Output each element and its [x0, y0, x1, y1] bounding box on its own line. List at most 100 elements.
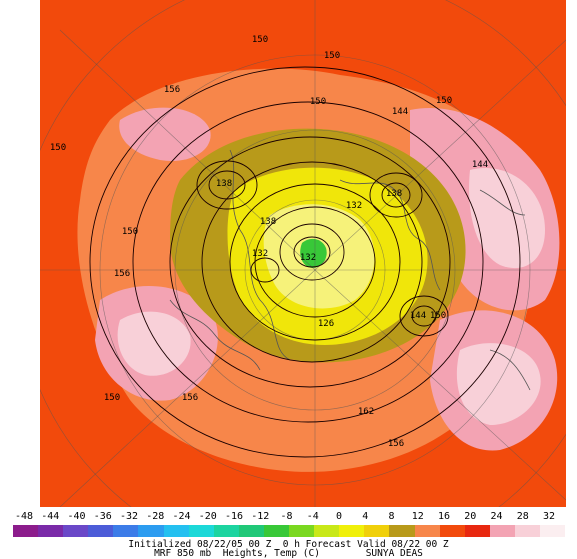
color-swatch	[514, 525, 540, 537]
height-contour	[411, 305, 437, 327]
contour-label: 150	[436, 96, 452, 106]
color-swatch	[113, 525, 139, 537]
scale-tick-label: -28	[146, 511, 165, 522]
color-swatch	[163, 525, 189, 537]
contour-label: 150	[324, 51, 340, 61]
meridian	[314, 269, 566, 501]
color-swatch	[339, 525, 365, 537]
map-caption: Initialized 08/22/05 00 Z 0 h Forecast V…	[0, 539, 577, 559]
coastline	[339, 179, 441, 291]
height-contour	[196, 160, 258, 210]
color-scale-labels: -48 -44 -40 -36 -32 -28 -24 -20 -16 -12 -8 -4 0 4 8 12 1…	[0, 511, 577, 524]
contour-label: 156	[388, 439, 404, 449]
height-contour	[208, 170, 246, 200]
contour-labels: 150 150 156 150 150 144 150 144 138 138 132 132 132 1…	[50, 35, 488, 449]
scale-tick-label: -36	[93, 511, 112, 522]
coastline	[229, 149, 291, 361]
scale-tick-label: 28	[516, 511, 529, 522]
height-contours	[89, 66, 521, 458]
contour-label: 144	[472, 160, 488, 170]
meridian	[59, 269, 316, 507]
height-contour	[399, 295, 449, 337]
contour-label: 150	[310, 97, 326, 107]
color-swatch	[439, 525, 465, 537]
height-contour	[293, 236, 331, 268]
temp-region-pale-east	[469, 168, 545, 269]
meridian	[314, 39, 566, 271]
scale-tick-label: 8	[388, 511, 395, 522]
color-swatch	[289, 525, 315, 537]
contour-label: 156	[164, 85, 180, 95]
scale-tick-label: -48	[14, 511, 34, 522]
contour-label: 150	[50, 143, 66, 153]
contour-label: 126	[318, 319, 334, 329]
color-swatch	[88, 525, 114, 537]
height-contour	[250, 257, 280, 283]
contour-label: 150	[252, 35, 268, 45]
color-swatch	[464, 525, 490, 537]
color-swatch	[389, 525, 415, 537]
color-swatch	[138, 525, 164, 537]
color-swatch	[38, 525, 64, 537]
caption-line-1: Initialized 08/22/05 00 Z 0 h Forecast V…	[128, 539, 449, 550]
contour-label: 156	[182, 393, 198, 403]
height-contour	[89, 66, 521, 458]
scale-tick-label: -12	[251, 511, 270, 522]
contour-label: 138	[216, 179, 232, 189]
color-swatch	[263, 525, 290, 537]
height-contour	[132, 101, 484, 423]
meridian	[59, 29, 316, 271]
scale-tick-label: 4	[362, 511, 369, 522]
scale-tick-label: -20	[198, 511, 217, 522]
scale-tick-label: -8	[280, 511, 293, 522]
contour-label: 162	[358, 407, 374, 417]
temp-region-pale-west	[117, 311, 191, 376]
height-contour	[229, 183, 401, 341]
scale-tick-label: 32	[542, 511, 556, 522]
weather-map: 150 150 156 150 150 144 150 144 138 138 132 132 132 1…	[40, 0, 566, 507]
color-swatch	[314, 525, 340, 537]
contour-label: 144	[410, 311, 426, 321]
temp-region-pink-north	[119, 107, 211, 161]
height-contour	[369, 172, 423, 218]
temp-region-pale-southeast	[456, 343, 541, 425]
height-contour	[381, 182, 411, 208]
coastline	[479, 189, 531, 391]
scale-tick-label: -40	[67, 511, 86, 522]
scale-tick-label: 16	[437, 511, 451, 522]
color-swatch	[489, 525, 515, 537]
color-scale-bar	[13, 525, 566, 537]
contour-label: 150	[104, 393, 120, 403]
contour-label: 150	[122, 227, 138, 237]
scale-tick-label: -32	[119, 511, 139, 522]
contour-label: 138	[386, 189, 402, 199]
scale-tick-label: -24	[172, 511, 191, 522]
color-swatch	[414, 525, 440, 537]
caption-line-2: MRF 850 mb Heights, Temp (C) SUNYA DEAS	[154, 548, 423, 559]
coastlines	[169, 149, 531, 391]
height-contour	[279, 223, 345, 281]
color-swatch	[364, 525, 390, 537]
contour-label: 138	[260, 217, 276, 227]
scale-tick-label: 20	[464, 511, 477, 522]
scale-tick-label: -44	[41, 511, 60, 522]
color-swatch	[213, 525, 239, 537]
color-swatch	[63, 525, 89, 537]
lat-lon-grid	[40, 0, 566, 507]
contour-label: 144	[392, 107, 408, 117]
contour-label: 150	[430, 311, 446, 321]
coastline	[169, 299, 261, 371]
contour-label: 156	[114, 269, 130, 279]
scale-tick-label: 12	[411, 511, 424, 522]
scale-tick-label: 24	[490, 511, 503, 522]
contour-label: 132	[346, 201, 362, 211]
color-swatch	[188, 525, 214, 537]
scale-tick-label: 0	[335, 511, 343, 522]
contour-label: 132	[300, 253, 316, 263]
scale-tick-label: -16	[224, 511, 244, 522]
scale-tick-label: -4	[306, 511, 319, 522]
contour-label: 132	[252, 249, 268, 259]
height-contour	[169, 136, 451, 388]
color-swatch	[238, 525, 264, 537]
color-swatch	[539, 525, 566, 537]
